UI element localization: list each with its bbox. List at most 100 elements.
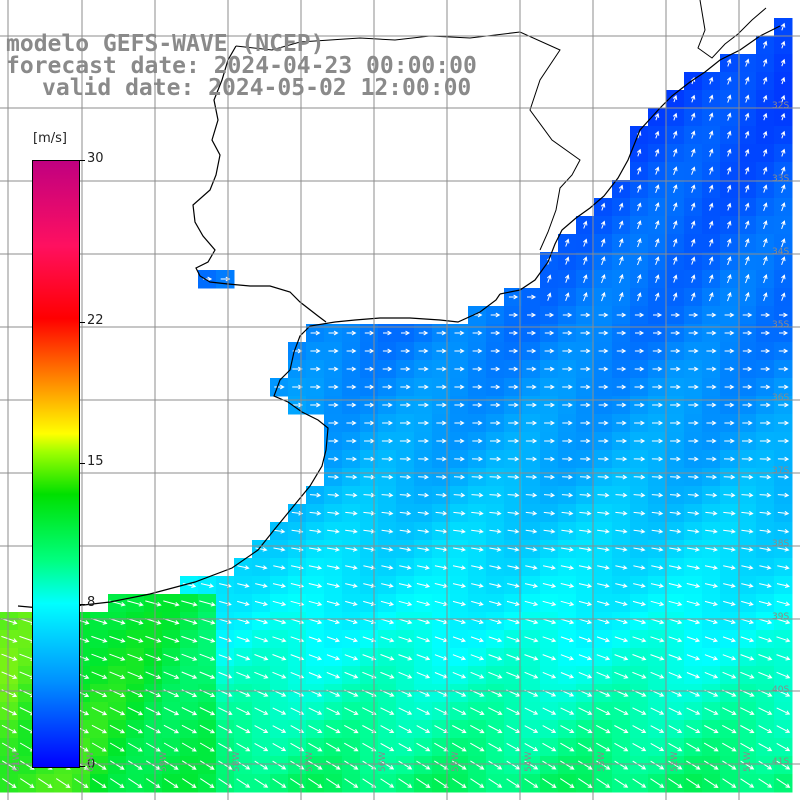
wind-arrow: [762, 58, 768, 67]
wind-arrow: [489, 565, 502, 570]
wind-arrow: [672, 148, 678, 157]
wind-arrow: [652, 402, 663, 408]
wind-arrow: [507, 547, 520, 552]
wind-arrow: [326, 725, 341, 734]
wind-arrow: [199, 671, 216, 679]
wind-arrow: [435, 492, 448, 498]
wind-arrow: [668, 671, 683, 679]
wind-arrow: [704, 671, 719, 679]
wind-arrow: [672, 292, 678, 301]
longitude-label: 56W: [378, 751, 388, 772]
wind-arrow: [560, 778, 575, 788]
wind-arrow: [543, 529, 556, 534]
wind-arrow: [672, 256, 678, 265]
wind-arrow: [274, 384, 285, 390]
wind-arrow: [580, 312, 591, 318]
wind-arrow: [579, 492, 592, 498]
wind-arrow: [218, 760, 233, 770]
coastline-uruguay: [499, 25, 781, 295]
wind-arrow: [181, 600, 198, 607]
wind-arrow: [452, 725, 467, 734]
wind-arrow: [236, 725, 251, 734]
wind-arrow: [91, 671, 108, 679]
wind-arrow: [655, 184, 660, 193]
wind-arrow: [651, 529, 664, 534]
wind-arrow: [488, 778, 503, 788]
wind-arrow: [382, 420, 393, 426]
wind-arrow: [344, 671, 359, 679]
wind-arrow: [344, 636, 358, 643]
wind-arrow: [525, 438, 538, 444]
wind-arrow: [723, 492, 736, 498]
wind-arrow: [527, 330, 537, 336]
wind-arrow: [740, 671, 755, 679]
wind-arrow: [776, 725, 791, 733]
wind-arrow: [762, 130, 768, 139]
wind-arrow: [708, 94, 714, 103]
wind-arrow: [291, 510, 304, 516]
wind-arrow: [506, 725, 521, 733]
wind-arrow: [637, 202, 642, 211]
wind-arrow: [759, 583, 772, 588]
wind-arrow: [615, 456, 628, 462]
wind-arrow: [542, 636, 557, 643]
wind-arrow: [758, 654, 773, 661]
wind-arrow: [508, 348, 519, 354]
wind-arrow: [380, 671, 395, 679]
wind-arrow: [655, 256, 660, 265]
wind-arrow: [380, 760, 395, 770]
wind-arrow: [452, 671, 467, 679]
wind-arrow: [690, 220, 696, 229]
wind-arrow: [619, 273, 624, 284]
wind-arrow: [579, 547, 592, 552]
wind-arrow: [272, 600, 287, 607]
wind-arrow: [650, 636, 665, 643]
wind-arrow: [704, 778, 719, 788]
wind-arrow: [632, 742, 647, 752]
wind-arrow: [598, 312, 609, 318]
wind-arrow: [526, 384, 537, 390]
wind-arrow: [704, 707, 719, 715]
wind-arrow: [688, 402, 699, 408]
wind-arrow: [525, 456, 538, 462]
wind-arrow: [562, 330, 573, 336]
wind-arrow: [236, 618, 251, 625]
wind-arrow: [381, 438, 394, 444]
wind-arrow: [1, 635, 18, 643]
wind-arrow: [726, 58, 732, 67]
longitude-label: 60W: [86, 751, 96, 772]
wind-arrow: [145, 742, 161, 752]
wind-arrow: [651, 438, 664, 444]
wind-arrow: [655, 274, 660, 283]
wind-arrow: [416, 618, 431, 625]
wind-arrow: [451, 760, 467, 770]
wind-arrow: [380, 636, 395, 643]
wind-arrow: [254, 654, 269, 661]
wind-arrow: [653, 330, 663, 336]
wind-arrow: [600, 220, 606, 229]
wind-arrow: [633, 529, 646, 534]
wind-arrow: [614, 760, 629, 770]
wind-arrow: [763, 292, 768, 302]
wind-arrow: [762, 40, 768, 49]
wind-arrow: [759, 492, 772, 498]
wind-arrow: [578, 600, 593, 607]
wind-arrow: [745, 273, 750, 284]
wind-arrow: [542, 707, 557, 715]
wind-arrow: [601, 274, 606, 284]
wind-arrow: [633, 438, 646, 444]
wind-arrow: [399, 456, 412, 462]
wind-arrow: [544, 366, 555, 372]
wind-arrow: [310, 330, 321, 336]
wind-arrow: [724, 402, 735, 408]
wind-arrow: [616, 402, 627, 408]
wind-arrow: [128, 778, 143, 788]
wind-arrow: [272, 725, 287, 733]
wind-arrow: [309, 510, 322, 516]
wind-arrow: [780, 22, 786, 31]
wind-arrow: [686, 760, 701, 770]
wind-arrow: [780, 94, 786, 103]
wind-arrow: [561, 547, 574, 552]
wind-arrow: [472, 420, 483, 426]
wind-arrow: [742, 312, 753, 318]
